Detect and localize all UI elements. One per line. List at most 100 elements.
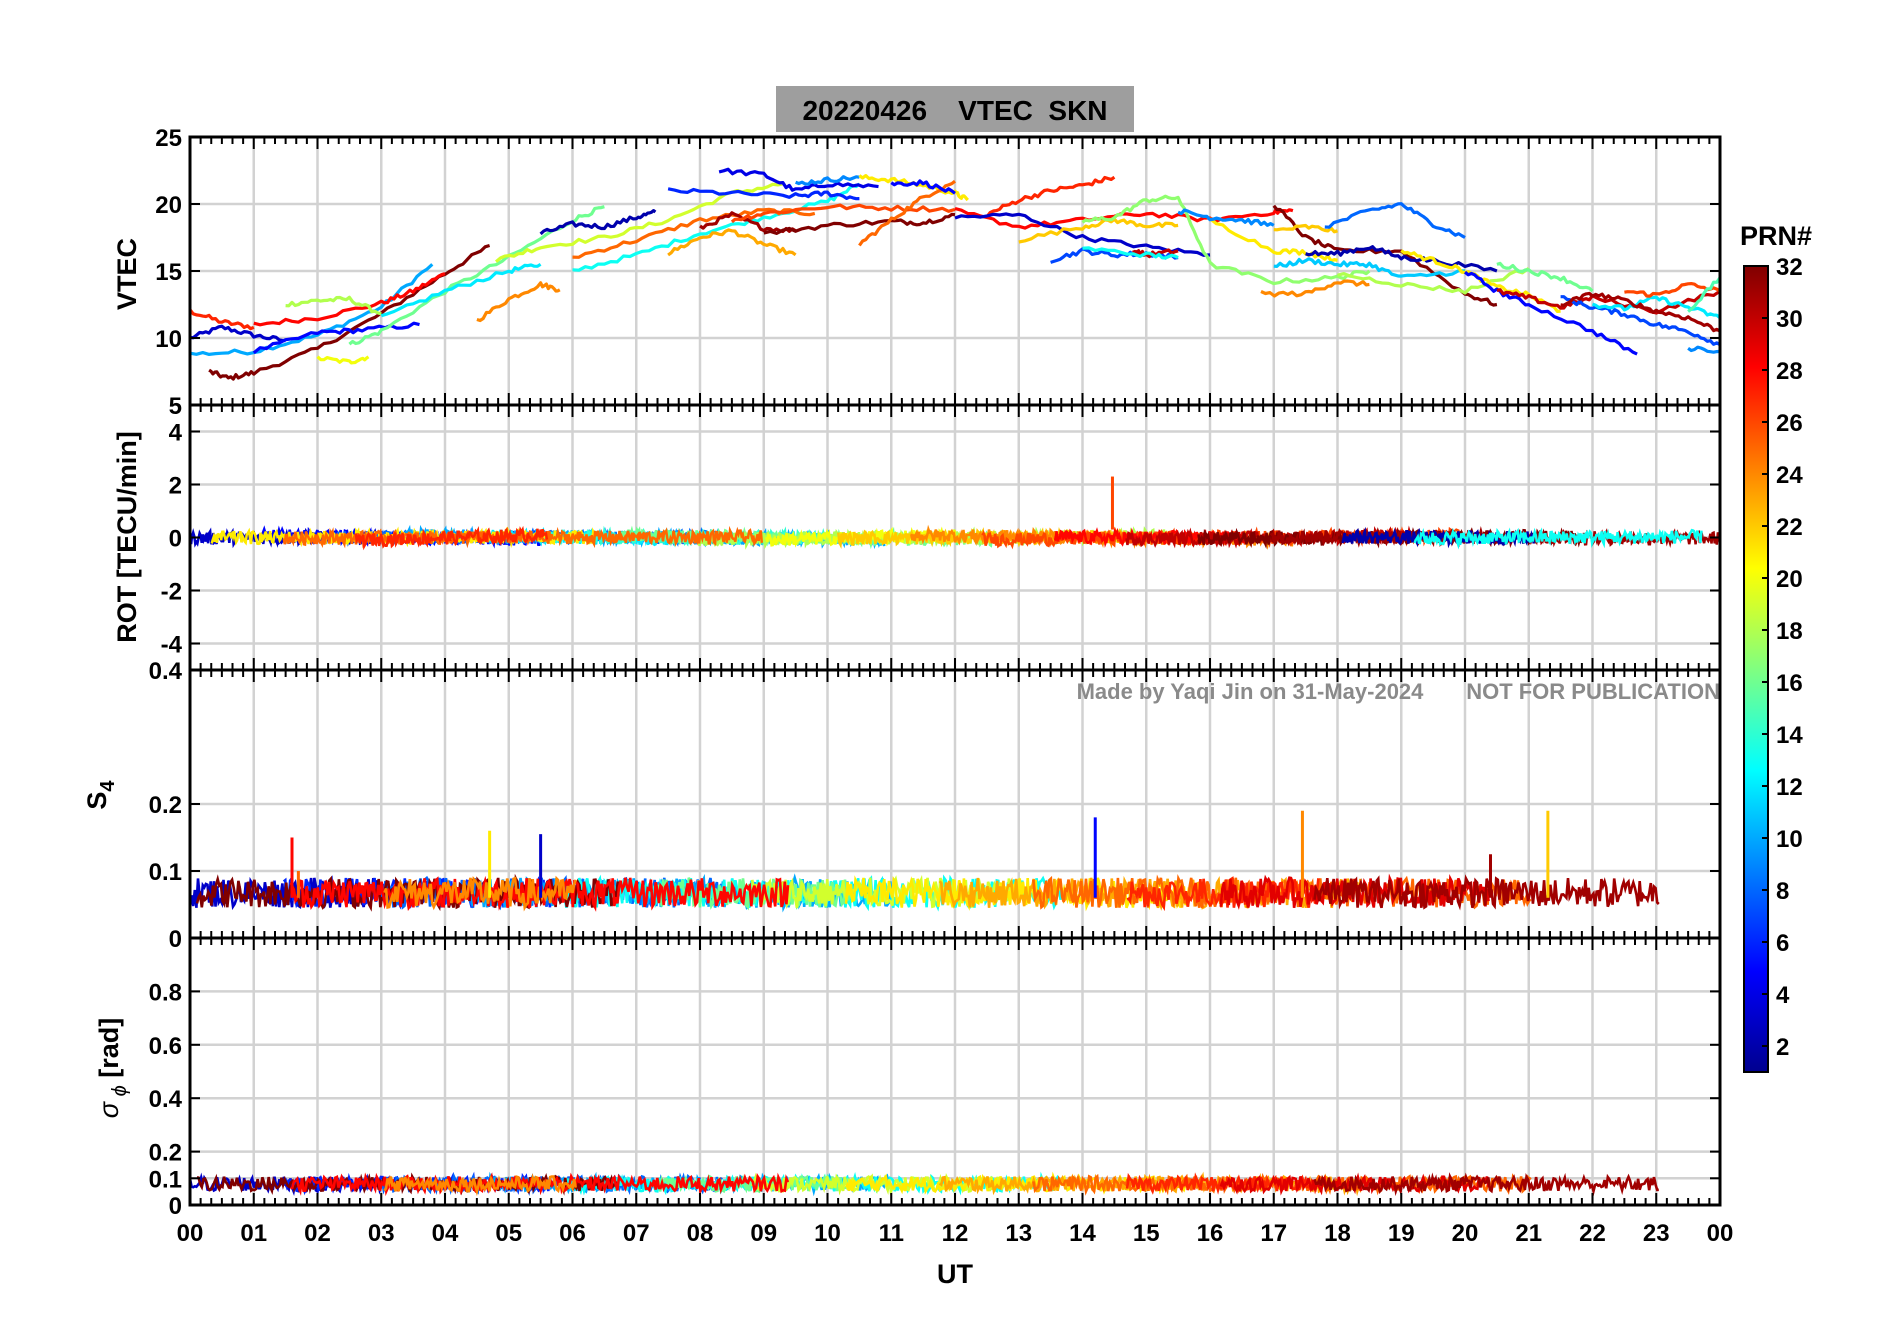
vtec-series-prn-15 xyxy=(1687,276,1722,313)
x-tick-label: 21 xyxy=(1515,1220,1542,1247)
y-tick-label: 0.6 xyxy=(149,1033,182,1060)
colorbar-tick-label: 8 xyxy=(1776,878,1789,905)
vtec-series-prn-17 xyxy=(1081,194,1371,286)
y-tick-label: 0.8 xyxy=(149,979,182,1006)
vtec-series-prn-7 xyxy=(1560,295,1721,347)
vtec-series-prn-9 xyxy=(795,175,860,186)
x-tick-label: 20 xyxy=(1452,1220,1479,1247)
y-tick-label: -2 xyxy=(161,579,182,606)
vtec-series-prn-8 xyxy=(1324,202,1466,239)
y-tick-label: 0.4 xyxy=(149,658,183,685)
colorbar-tick-label: 12 xyxy=(1776,774,1803,801)
vtec-series-prn-27 xyxy=(985,175,1116,218)
vtec-series-prn-28 xyxy=(954,206,1294,230)
x-tick-label: 07 xyxy=(623,1220,650,1247)
watermark: Made by Yaqi Jin on 31-May-2024 NOT FOR … xyxy=(1077,679,1720,704)
vtec-series-prn-30 xyxy=(1496,288,1721,315)
y-tick-label: 0.2 xyxy=(149,1140,182,1167)
x-tick-label: 13 xyxy=(1005,1220,1032,1247)
x-tick-label: 01 xyxy=(240,1220,267,1247)
x-tick-label: 05 xyxy=(495,1220,522,1247)
y-tick-label: 2 xyxy=(169,473,182,500)
y-tick-label: 25 xyxy=(155,125,182,152)
rot-series-prn-27 xyxy=(354,525,549,551)
colorbar-tick-label: 18 xyxy=(1776,618,1803,645)
x-tick-label: 18 xyxy=(1324,1220,1351,1247)
vtec-series-prn-12 xyxy=(380,262,542,318)
ylabel-sigphi: σ ϕ [rad] xyxy=(94,1018,131,1118)
vtec-series-prn-24 xyxy=(476,281,561,323)
vtec-series-prn-5 xyxy=(1463,270,1638,356)
colorbar-tick-label: 30 xyxy=(1776,306,1803,333)
x-tick-label: 03 xyxy=(368,1220,395,1247)
x-tick-label: 22 xyxy=(1579,1220,1606,1247)
y-tick-label: 0.4 xyxy=(149,1086,183,1113)
s4-series-prn-24 xyxy=(383,875,577,912)
vtec-series-prn-18 xyxy=(285,295,382,316)
vtec-series-prn-25 xyxy=(858,179,956,247)
xlabel: UT xyxy=(937,1259,973,1289)
vtec-series-prn-21 xyxy=(1208,217,1338,263)
y-tick-label: -4 xyxy=(161,632,183,659)
y-tick-label: 20 xyxy=(155,192,182,219)
colorbar-tick-label: 4 xyxy=(1776,982,1790,1009)
ylabel-vtec: VTEC xyxy=(112,238,142,310)
vtec-series-prn-4 xyxy=(718,167,879,192)
y-tick-label: 15 xyxy=(155,259,182,286)
vtec-series-prn-9 xyxy=(1687,345,1721,354)
panel-vtec: 5 10 15 20 25 xyxy=(155,125,1722,420)
colorbar-tick-label: 26 xyxy=(1776,410,1803,437)
vtec-series-prn-12 xyxy=(1591,295,1722,320)
vtec-series-prn-3 xyxy=(189,324,286,343)
y-tick-label: 5 xyxy=(169,393,182,420)
title-background xyxy=(776,86,1134,132)
rot-series-prn-13 xyxy=(1413,527,1703,550)
vtec-series-prn-2 xyxy=(539,209,657,236)
x-tick-label: 06 xyxy=(559,1220,586,1247)
vtec-series-prn-24 xyxy=(1260,279,1370,298)
y-tick-label: 0.1 xyxy=(149,859,182,886)
vtec-series-prn-21 xyxy=(858,174,969,202)
title-banner: 20220426 VTEC SKN xyxy=(776,86,1134,132)
x-tick-label: 23 xyxy=(1643,1220,1670,1247)
vtec-series-prn-6 xyxy=(667,187,860,201)
colorbar-tick-label: 14 xyxy=(1776,722,1803,749)
vtec-series-prn-18 xyxy=(1337,266,1530,295)
vtec-series-prn-22 xyxy=(1273,223,1338,234)
sigphi-series-prn-24 xyxy=(383,1173,577,1197)
vtec-series-prn-28 xyxy=(253,272,446,327)
vtec-series-prn-23 xyxy=(667,228,797,257)
vtec-series-prn-9 xyxy=(1177,208,1275,227)
colorbar-tick-label: 6 xyxy=(1776,930,1789,957)
sigphi-series-prn-31 xyxy=(1313,1172,1659,1197)
colorbar-label: PRN# xyxy=(1740,221,1812,251)
y-tick-label: 10 xyxy=(155,326,182,353)
svg-text:σ ϕ [rad]: σ ϕ [rad] xyxy=(94,1018,131,1118)
ylabel-rot: ROT [TECU/min] xyxy=(112,431,142,642)
x-tick-label: 16 xyxy=(1197,1220,1224,1247)
panel-s4: 0 0.1 0.2 0.4 xyxy=(149,658,1722,953)
x-tick-labels: 00 01 02 03 04 05 06 07 08 09 10 11 12 13 14 15 16 17 18 19… xyxy=(177,1220,1734,1247)
vtec-series-prn-13 xyxy=(572,182,861,272)
vtec-series-prn-11 xyxy=(1273,257,1466,278)
x-tick-label: 11 xyxy=(879,1220,904,1247)
colorbar-tick-label: 28 xyxy=(1776,358,1803,385)
x-tick-label: 10 xyxy=(814,1220,841,1247)
x-tick-label: 09 xyxy=(750,1220,777,1247)
vtec-series-prn-26 xyxy=(1624,282,1721,298)
x-tick-label: 17 xyxy=(1260,1220,1287,1247)
panel-sigphi: 00.10.2 0.4 0.6 0.8 xyxy=(149,936,1722,1220)
colorbar-tick-label: 2 xyxy=(1776,1034,1789,1061)
colorbar-tick-label: 22 xyxy=(1776,514,1803,541)
sigphi-series-prn-28 xyxy=(290,1172,790,1197)
vtec-series-prn-16 xyxy=(1496,261,1594,293)
y-tick-label: 0 xyxy=(169,926,182,953)
colorbar-tick-label: 10 xyxy=(1776,826,1803,853)
colorbar-tick-label: 24 xyxy=(1776,462,1803,489)
vtec-series-prn-13 xyxy=(1082,246,1179,260)
y-tick-label: 0.1 xyxy=(149,1166,182,1193)
vtec-series-prn-16 xyxy=(348,205,605,346)
chart-title: 20220426 VTEC SKN xyxy=(802,95,1107,126)
